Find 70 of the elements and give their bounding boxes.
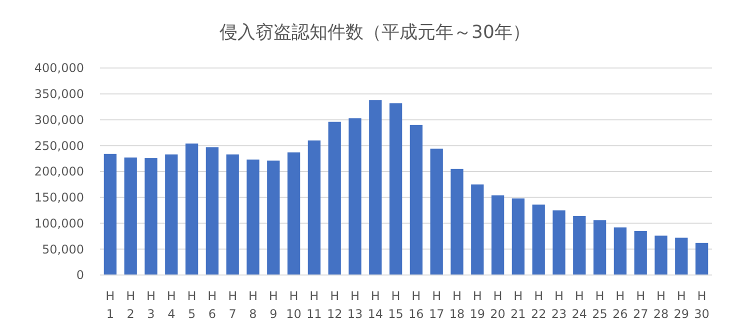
chart-title: 侵入窃盗認知件数（平成元年～30年）: [220, 22, 530, 43]
x-tick-label: H 9: [268, 289, 278, 321]
bar: [104, 154, 117, 275]
bar: [226, 154, 239, 275]
bar: [206, 147, 219, 275]
x-tick-label: H 18: [449, 289, 465, 321]
y-tick-label: 150,000: [34, 190, 84, 205]
x-tick-label: H 29: [674, 289, 690, 321]
x-tick-label: H 15: [388, 289, 404, 321]
bar: [573, 216, 586, 275]
bar: [308, 140, 321, 275]
bar: [267, 160, 280, 275]
x-tick-label: H 7: [228, 289, 238, 321]
x-tick-label: H 24: [572, 289, 588, 321]
bar: [512, 198, 525, 275]
bar: [654, 236, 668, 275]
x-tick-label: H 26: [612, 289, 628, 321]
y-tick-label: 250,000: [34, 138, 84, 153]
x-tick-label: H 8: [248, 289, 258, 321]
bar: [491, 195, 504, 275]
x-tick-label: H 11: [306, 289, 322, 321]
bar: [552, 210, 566, 275]
x-tick-label: H 21: [510, 289, 526, 321]
bar: [246, 160, 260, 275]
bar: [634, 231, 647, 275]
bar: [593, 220, 606, 275]
y-tick-label: 100,000: [34, 216, 84, 230]
bar: [369, 100, 382, 275]
bar: [124, 158, 137, 275]
x-tick-label: H 16: [408, 289, 424, 321]
x-tick-label: H 2: [126, 289, 136, 321]
x-tick-label: H 12: [326, 289, 342, 321]
x-tick-label: H 17: [428, 289, 444, 321]
x-tick-label: H 13: [347, 289, 363, 321]
x-tick-label: H 19: [470, 289, 486, 321]
y-tick-label: 300,000: [34, 112, 84, 127]
bar: [185, 144, 198, 275]
x-tick-label: H 23: [551, 289, 567, 321]
x-tick-label: H 30: [694, 289, 710, 321]
x-tick-label: H 14: [368, 289, 384, 321]
bar: [614, 227, 627, 275]
y-tick-label: 350,000: [34, 87, 84, 102]
y-tick-label: 50,000: [42, 242, 84, 256]
bar: [389, 103, 402, 275]
bar: [410, 124, 423, 275]
bar: [675, 238, 688, 275]
y-tick-label: 400,000: [34, 61, 84, 76]
bar: [471, 184, 484, 275]
y-tick-label: 200,000: [34, 164, 84, 179]
x-tick-label: H 22: [530, 289, 546, 321]
bar: [165, 154, 178, 275]
x-tick-label: H 25: [592, 289, 608, 321]
x-tick-label: H 27: [632, 289, 648, 321]
x-tick-label: H 4: [166, 289, 176, 321]
bar: [695, 242, 708, 275]
x-tick-label: H 6: [208, 289, 217, 321]
bar: [450, 168, 464, 275]
bar: [348, 118, 362, 275]
bar: [532, 204, 545, 275]
bar: [430, 148, 443, 275]
x-tick-label: H 1: [106, 289, 115, 321]
x-tick-label: H 10: [286, 289, 302, 321]
x-tick-label: H 5: [187, 289, 196, 321]
x-tick-label: H 3: [146, 289, 156, 321]
y-tick-label: 0: [76, 268, 84, 282]
bar: [144, 158, 158, 275]
bar: [287, 152, 300, 275]
bar: [328, 122, 341, 275]
x-tick-label: H 28: [653, 289, 669, 321]
x-tick-label: H 20: [490, 289, 506, 321]
